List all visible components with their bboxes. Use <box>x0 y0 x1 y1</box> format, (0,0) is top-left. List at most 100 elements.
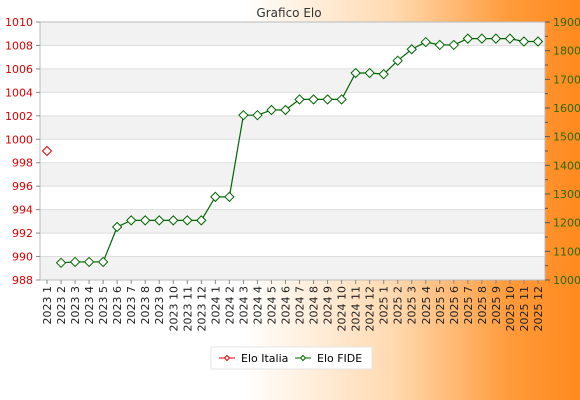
right-y-axis: 1000 1100 1200 1300 1400 1500 1600 1700 1800 1900 <box>545 16 580 287</box>
x-tick-label: 2024 3 <box>237 286 250 325</box>
data-point <box>490 33 502 44</box>
x-tick-label: 2025 6 <box>448 286 461 325</box>
data-point <box>462 33 474 44</box>
data-point <box>406 44 417 55</box>
x-tick-label: 2023 1 <box>41 286 54 325</box>
legend-label: Elo FIDE <box>317 352 362 365</box>
data-point <box>97 256 109 268</box>
x-tick-label: 2023 4 <box>83 286 96 325</box>
right-tick-label: 1700 <box>553 73 580 86</box>
data-point <box>420 36 431 48</box>
x-tick-label: 2024 5 <box>265 286 278 325</box>
x-tick-label: 2023 7 <box>125 286 138 325</box>
right-tick-label: 1600 <box>553 102 580 115</box>
x-tick-label: 2023 12 <box>195 286 208 332</box>
left-tick-label: 1010 <box>5 16 33 29</box>
plot-area <box>40 22 545 280</box>
right-tick-label: 1200 <box>553 217 580 230</box>
data-point <box>448 39 460 51</box>
x-tick-label: 2025 12 <box>532 286 545 332</box>
data-point <box>210 191 221 203</box>
grid-band <box>40 22 545 46</box>
x-tick-label: 2025 7 <box>462 286 475 325</box>
x-axis: 2023 1 2023 2 2023 3 2023 4 2023 5 2023 6 2023… <box>41 280 545 332</box>
x-tick-label: 2023 11 <box>181 286 194 332</box>
data-point <box>504 33 516 44</box>
x-tick-label: 2023 6 <box>111 286 124 325</box>
grid-band <box>40 115 545 140</box>
x-tick-label: 2023 3 <box>69 286 82 325</box>
x-tick-label: 2024 8 <box>308 286 321 325</box>
data-point <box>532 36 544 47</box>
x-tick-label: 2024 1 <box>209 286 222 325</box>
data-point <box>252 109 263 121</box>
x-tick-label: 2024 2 <box>223 286 236 325</box>
data-point <box>350 67 361 79</box>
x-tick-label: 2024 11 <box>350 286 363 332</box>
x-tick-label: 2024 9 <box>322 286 335 325</box>
left-tick-label: 998 <box>12 157 33 170</box>
chart-title: Grafico Elo <box>256 6 321 20</box>
left-tick-label: 1002 <box>5 110 33 123</box>
data-point <box>336 94 347 105</box>
left-tick-label: 1000 <box>5 133 33 146</box>
right-tick-label: 1900 <box>553 16 580 29</box>
x-tick-label: 2024 12 <box>364 286 377 332</box>
left-tick-label: 994 <box>12 204 33 217</box>
data-point <box>434 39 445 51</box>
right-tick-label: 1400 <box>553 159 580 172</box>
series-layer <box>41 33 544 269</box>
grid-band <box>40 209 545 234</box>
right-tick-label: 1800 <box>553 45 580 58</box>
data-point <box>518 36 530 47</box>
grid-band <box>40 256 545 280</box>
legend-swatch-marker <box>299 354 307 362</box>
data-point <box>308 94 319 105</box>
data-point <box>111 221 123 233</box>
data-point <box>392 55 403 66</box>
x-tick-label: 2023 2 <box>55 286 68 325</box>
data-point <box>125 215 137 226</box>
legend-label: Elo Italia <box>241 352 288 365</box>
legend-swatch-marker <box>223 354 231 362</box>
right-tick-label: 1300 <box>553 188 580 201</box>
data-point <box>266 104 277 116</box>
data-point <box>55 257 67 269</box>
data-point <box>69 256 81 268</box>
left-tick-label: 1006 <box>5 63 33 76</box>
left-tick-label: 996 <box>12 180 33 193</box>
x-tick-label: 2025 4 <box>420 286 433 325</box>
data-point <box>294 94 305 105</box>
x-tick-label: 2025 9 <box>490 286 503 325</box>
data-point <box>224 191 235 203</box>
grid-band <box>40 68 545 93</box>
right-tick-label: 1500 <box>553 131 580 144</box>
data-point <box>182 215 193 226</box>
data-point <box>41 145 53 157</box>
x-tick-label: 2025 8 <box>476 286 489 325</box>
left-tick-label: 1008 <box>5 39 33 52</box>
left-tick-label: 1004 <box>5 86 33 99</box>
x-tick-label: 2023 8 <box>139 286 152 325</box>
data-point <box>168 215 179 226</box>
x-tick-label: 2025 11 <box>518 286 531 332</box>
plot-background <box>40 22 545 280</box>
data-point <box>238 109 249 121</box>
x-tick-label: 2023 10 <box>167 286 180 332</box>
x-tick-label: 2025 1 <box>378 286 391 325</box>
grid-band <box>40 162 545 187</box>
data-point <box>196 215 207 226</box>
x-tick-label: 2023 9 <box>153 286 166 325</box>
x-tick-label: 2025 2 <box>392 286 405 325</box>
x-tick-label: 2025 3 <box>406 286 419 325</box>
x-tick-label: 2025 10 <box>504 286 517 332</box>
grid-lines <box>39 21 546 281</box>
left-tick-label: 992 <box>12 227 33 240</box>
x-tick-label: 2023 5 <box>97 286 110 325</box>
data-point <box>154 215 165 226</box>
x-tick-label: 2025 5 <box>434 286 447 325</box>
x-tick-label: 2024 10 <box>336 286 349 332</box>
x-tick-label: 2024 4 <box>251 286 264 325</box>
